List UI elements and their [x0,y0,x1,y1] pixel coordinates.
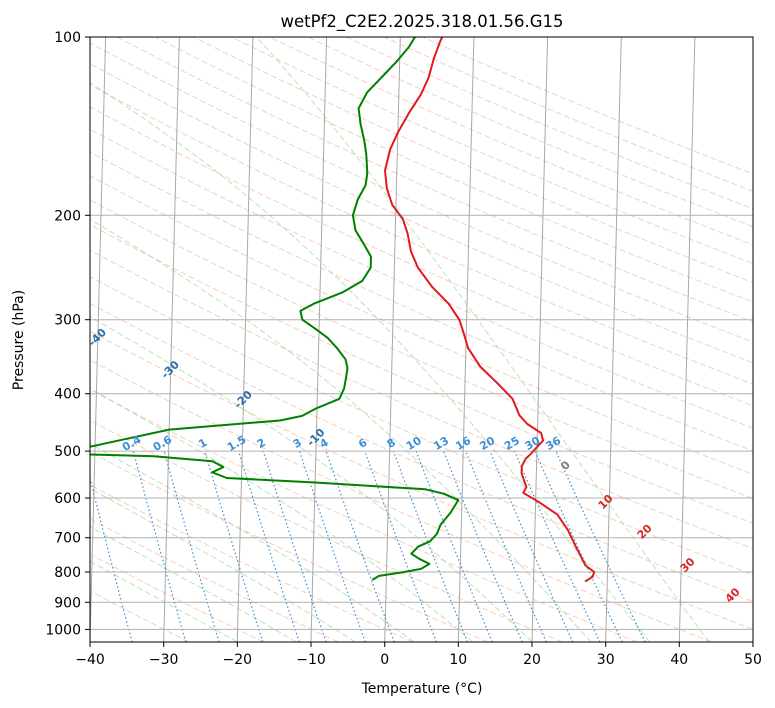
pressure-grid [90,37,753,630]
y-axis-title: Pressure (hPa) [11,290,27,390]
x-tick-label: −30 [149,652,179,668]
mixing-ratio-line [90,475,133,642]
y-tick-label: 100 [54,30,81,46]
isotherm [605,37,622,642]
dry-adiabat [90,42,753,343]
x-tick-label: 10 [449,652,467,668]
isotherm [531,37,549,642]
y-tick-label: 1000 [45,622,81,638]
y-tick-label: 500 [54,444,81,460]
y-tick-label: 900 [54,595,81,611]
dry-adiabat [90,63,753,364]
x-tick-label: −10 [296,652,326,668]
isotherm [384,37,401,642]
y-tick-label: 200 [54,208,81,224]
background-lines [90,37,753,642]
dewpoint-profile [90,37,460,581]
dry-adiabat [90,249,753,550]
dry-adiabat [268,37,753,246]
mixing-ratio-line [262,450,327,642]
x-tick-label: 50 [744,652,762,668]
isotherm [163,37,180,642]
dry-adiabat [90,419,563,642]
mixing-ratio-line [442,450,523,642]
moist-adiabat [90,387,474,642]
temperature-profile [384,37,596,583]
dry-adiabat [230,37,753,265]
x-tick-label: 40 [670,652,688,668]
dry-adiabat [90,199,753,500]
dry-adiabat [306,37,753,228]
moist-adiabat [90,315,533,642]
moist-adiabat [90,526,297,642]
plot-frame [89,36,754,643]
dry-adiabat [90,388,638,642]
y-tick-label: 800 [54,565,81,581]
x-tick-label: −20 [223,652,253,668]
plot-area [90,37,753,642]
profile-lines [90,37,596,583]
axis-ticks: −40 −30 −20 −10 0 10 20 30 40 50 100 200 300 400 500 60… [45,30,762,668]
y-tick-label: 300 [54,313,81,329]
dry-adiabat [90,224,753,524]
y-tick-label: 400 [54,387,81,403]
dry-adiabat [90,106,753,407]
dry-adiabat [90,84,753,385]
mixing-ratio-line [514,450,601,642]
dry-adiabat [90,302,753,603]
moist-adiabat [256,37,710,642]
mixing-ratio-line [465,450,547,642]
mixing-ratio-line [534,450,623,642]
isotherm [236,37,254,642]
x-tick-label: 30 [597,652,615,668]
dry-adiabat [116,37,753,323]
dry-adiabat [90,128,753,429]
mixing-ratio-line [132,450,187,642]
dry-adiabat [90,451,488,642]
moist-adiabat [90,218,592,642]
mixing-ratio-label: 0.2 [70,433,93,454]
y-tick-label: 700 [54,531,81,547]
dry-adiabat [90,359,712,642]
x-tick-label: 20 [523,652,541,668]
dry-adiabat [192,37,753,284]
isotherm [310,37,328,642]
y-tick-label: 600 [54,491,81,507]
x-axis-title: Temperature (°C) [361,681,483,697]
mixing-ratio-line [489,450,574,642]
mixing-ratio-line [237,450,300,642]
isotherm [678,37,696,642]
chart-title: wetPf2_C2E2.2025.318.01.56.G15 [280,12,563,32]
dry-adiabat [90,330,753,630]
mixing-ratio-line [204,450,264,642]
mixing-ratio-line [163,450,220,642]
dry-adiabat [383,37,753,192]
dry-adiabat [90,275,753,576]
x-tick-label: 0 [380,652,389,668]
moist-adiabat [90,82,651,642]
x-tick-label: −40 [75,652,105,668]
isotherm [90,37,107,642]
